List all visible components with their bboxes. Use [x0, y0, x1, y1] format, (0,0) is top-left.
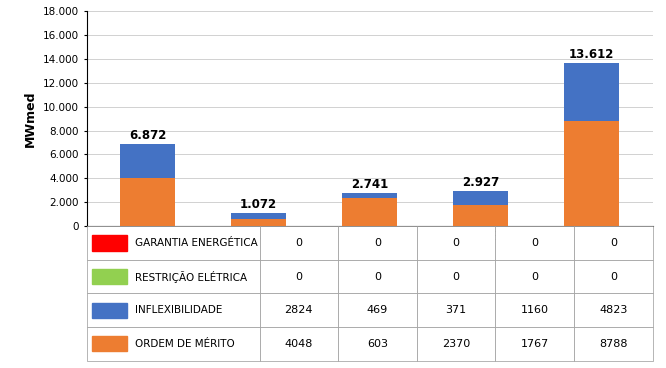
Bar	[231, 219, 286, 226]
Bar	[231, 213, 286, 219]
Bar	[92, 269, 127, 284]
Text: INFLEXIBILIDADE: INFLEXIBILIDADE	[135, 305, 222, 315]
Bar	[342, 194, 398, 198]
Bar	[120, 144, 175, 178]
Bar	[564, 64, 619, 121]
Bar	[120, 178, 175, 226]
Bar	[342, 198, 398, 226]
Y-axis label: MWmed: MWmed	[24, 91, 37, 147]
Text: 6.872: 6.872	[129, 129, 166, 142]
Bar	[92, 236, 127, 251]
Text: 1.072: 1.072	[240, 198, 277, 211]
Text: RESTRIÇÃO ELÉTRICA: RESTRIÇÃO ELÉTRICA	[135, 270, 246, 283]
Bar	[564, 121, 619, 226]
Bar	[92, 336, 127, 351]
Text: ORDEM DE MÉRITO: ORDEM DE MÉRITO	[135, 339, 234, 349]
Text: 2.927: 2.927	[462, 176, 500, 189]
Bar	[453, 191, 508, 205]
Text: GARANTIA ENERGÉTICA: GARANTIA ENERGÉTICA	[135, 238, 257, 248]
Bar	[92, 302, 127, 318]
Text: 2.741: 2.741	[351, 178, 388, 191]
Bar	[453, 205, 508, 226]
Text: 13.612: 13.612	[569, 48, 614, 61]
